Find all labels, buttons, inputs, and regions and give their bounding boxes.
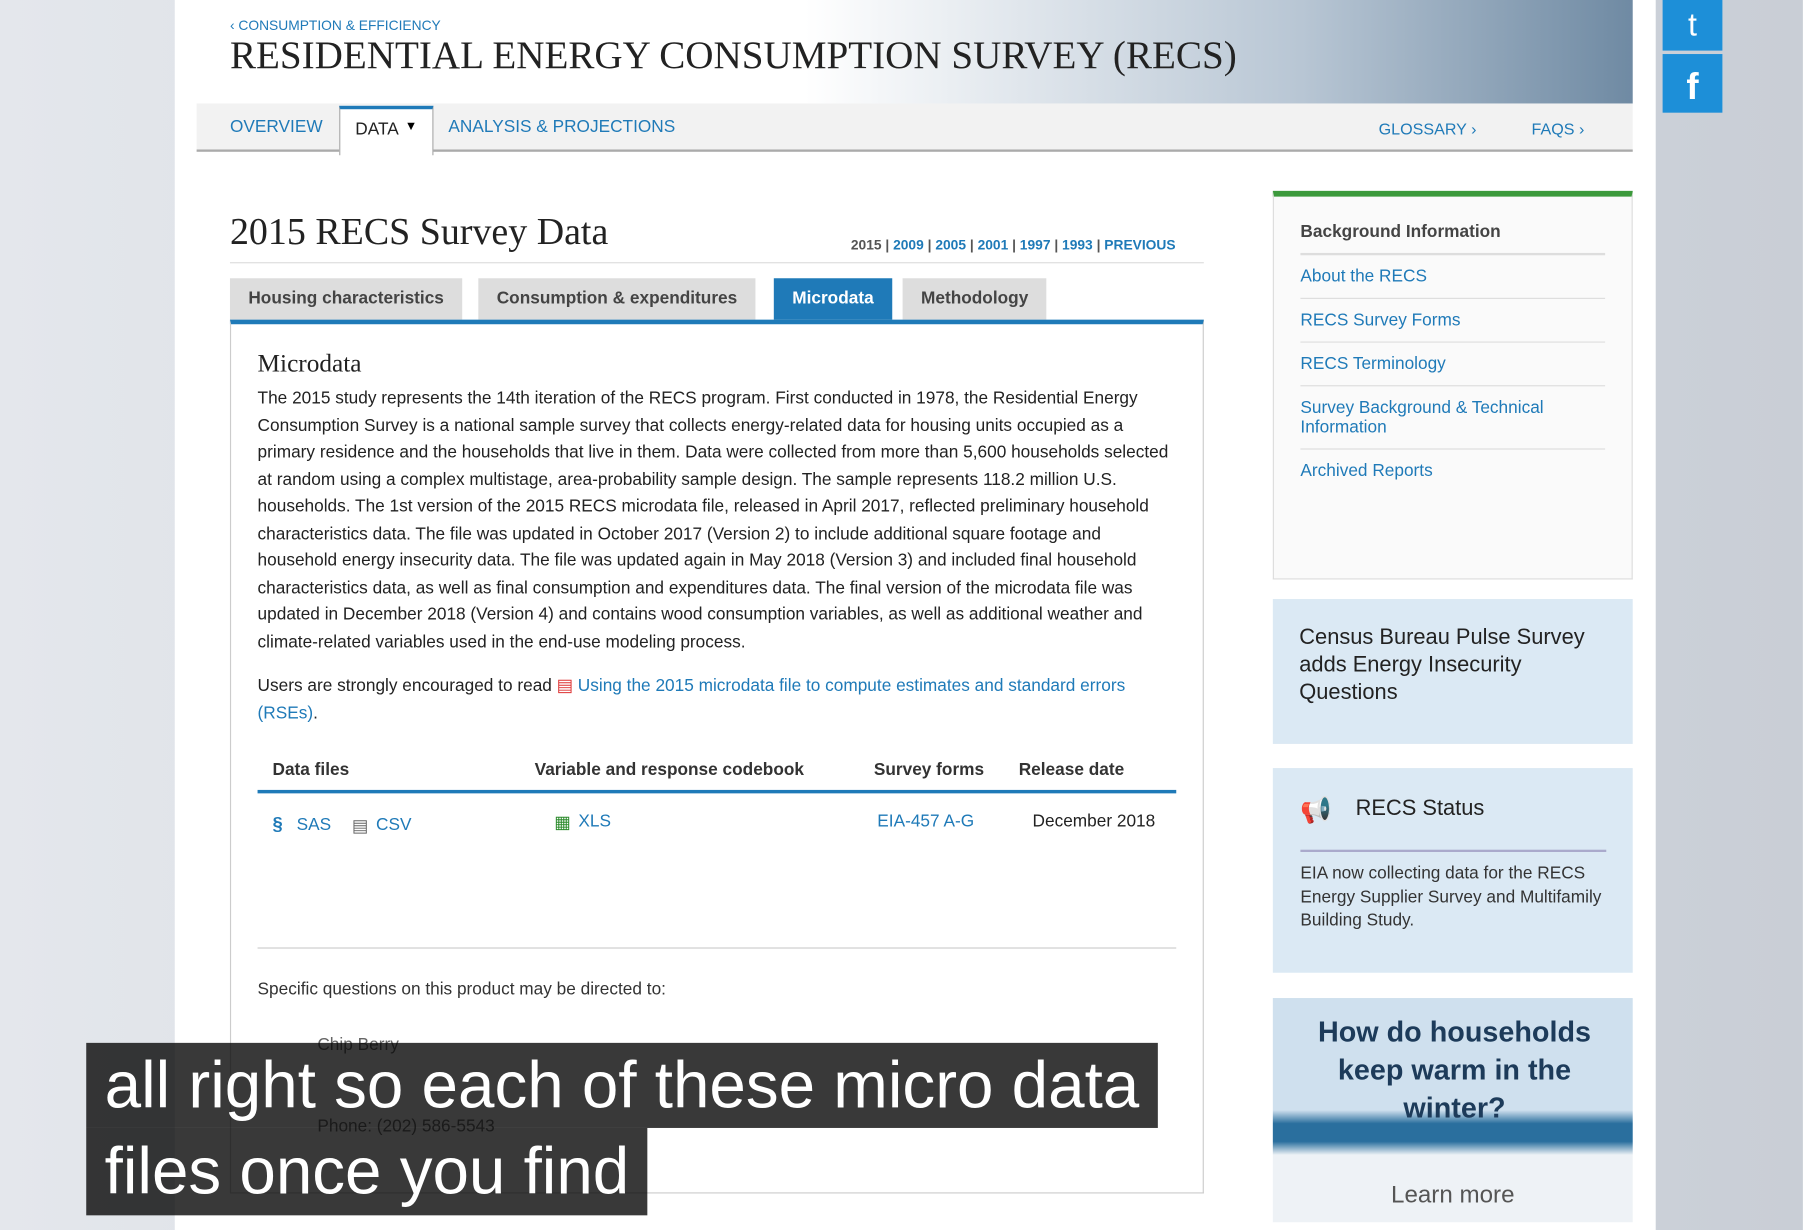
section-heading: Microdata [257, 348, 362, 378]
separator: | [1008, 236, 1020, 253]
file-link[interactable]: SAS [296, 815, 332, 835]
sidebar-link[interactable]: Survey Background & Technical Informatio… [1300, 386, 1606, 450]
nav-link[interactable]: FAQS › [1531, 119, 1585, 138]
site-title: RESIDENTIAL ENERGY CONSUMPTION SURVEY (R… [229, 34, 1237, 78]
separator: | [1092, 236, 1105, 253]
release-date: December 2018 [1032, 811, 1156, 832]
pdf-link[interactable]: Using the 2015 microdata file to compute… [257, 676, 1126, 723]
pdf-icon: ▤ [556, 676, 573, 696]
year-link[interactable]: 2009 [893, 236, 924, 253]
tab[interactable]: Methodology [902, 278, 1047, 320]
year-link[interactable]: 2005 [935, 236, 967, 253]
nav-active-tab [339, 105, 434, 156]
table-header: Variable and response codebook [534, 760, 804, 780]
content-panel [229, 319, 1204, 1194]
breadcrumb[interactable]: ‹ CONSUMPTION & EFFICIENCY [229, 17, 441, 34]
xls-icon: ▦ [554, 812, 571, 833]
page-title: 2015 RECS Survey Data [229, 211, 609, 253]
promo-box[interactable]: Census Bureau Pulse Survey adds Energy I… [1272, 599, 1633, 744]
year-link: 2015 [850, 236, 882, 253]
table-header: Data files [272, 760, 350, 780]
separator: | [923, 236, 936, 253]
form-link[interactable]: EIA-457 A-G [877, 811, 975, 832]
separator: | [881, 236, 894, 253]
table-header: Release date [1018, 760, 1125, 780]
note: Users are strongly encouraged to read ▤ … [258, 673, 1178, 727]
year-link[interactable]: 1997 [1019, 236, 1051, 253]
file-link[interactable]: XLS [578, 811, 611, 832]
nav-link[interactable]: DATA [355, 119, 399, 140]
sidebar: Background Information About the RECS RE… [1272, 190, 1633, 580]
header-image [804, 0, 1633, 104]
divider [257, 947, 1177, 949]
separator: | [1050, 236, 1063, 253]
status-title: RECS Status [1355, 796, 1485, 821]
sidebar-link[interactable]: About the RECS [1300, 255, 1606, 299]
divider [229, 262, 1204, 264]
winter-title: How do households keep warm in the winte… [1317, 1016, 1592, 1125]
winter-cta[interactable]: Learn more [1391, 1181, 1515, 1209]
status-text: EIA now collecting data for the RECS Ene… [1300, 863, 1602, 931]
megaphone-icon: 📢 [1300, 795, 1332, 825]
sidebar-link[interactable]: RECS Survey Forms [1300, 299, 1606, 343]
sidebar-heading: Background Information [1300, 215, 1606, 256]
year-link[interactable]: 1993 [1062, 236, 1093, 253]
table-rule [257, 789, 1177, 794]
section-body: The 2015 study represents the 14th itera… [257, 388, 1169, 652]
status-box [1272, 768, 1633, 973]
facebook-button[interactable]: f [1662, 54, 1723, 113]
caption-line: all right so each of these micro data [86, 1042, 1158, 1128]
contact-intro: Specific questions on this product may b… [257, 979, 666, 1000]
sidebar-link[interactable]: RECS Terminology [1300, 343, 1606, 387]
year-links: 2015 | 2009 | 2005 | 2001 | 1997 | 1993 … [851, 237, 1176, 253]
tab-active[interactable]: Microdata [773, 278, 893, 320]
nav-link[interactable]: ANALYSIS & PROJECTIONS [448, 117, 676, 137]
tab[interactable]: Housing characteristics [229, 278, 463, 320]
twitter-button[interactable]: t [1662, 0, 1723, 51]
year-link[interactable]: 2001 [977, 236, 1009, 253]
separator: | [966, 236, 978, 253]
note-text: Users are strongly encouraged to read [257, 676, 552, 696]
caption-line: files once you find [86, 1127, 648, 1216]
dropdown-caret: ▼ [404, 119, 418, 134]
divider [1300, 849, 1607, 853]
nav-link[interactable]: GLOSSARY › [1378, 119, 1477, 138]
table-header: Survey forms [873, 760, 985, 780]
winter-banner[interactable] [1272, 998, 1633, 1223]
nav-link[interactable]: OVERVIEW [229, 117, 323, 137]
csv-icon: ▤ [351, 816, 369, 836]
year-link[interactable]: PREVIOUS [1104, 236, 1176, 253]
tab[interactable]: Consumption & expenditures [478, 278, 756, 320]
sas-icon: § [272, 815, 283, 835]
sidebar-link[interactable]: Archived Reports [1300, 461, 1433, 481]
nav-bar [196, 103, 1633, 152]
file-link[interactable]: CSV [375, 815, 412, 835]
note-text: . [313, 703, 318, 723]
